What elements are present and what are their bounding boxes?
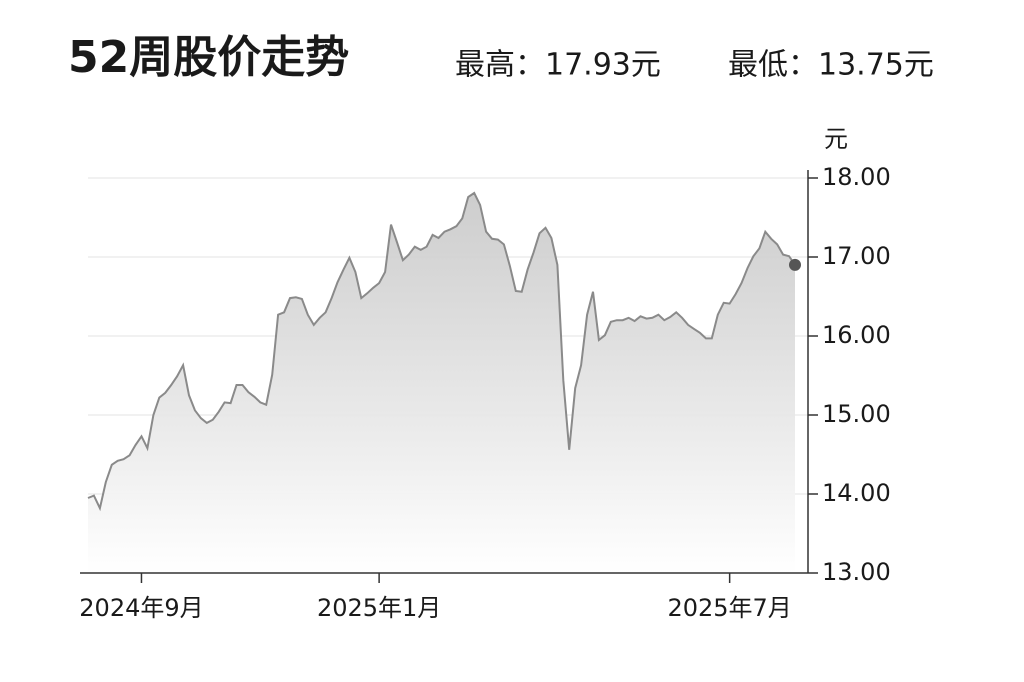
high-label: 最高：17.93元 — [455, 48, 661, 83]
y-unit: 元 — [824, 125, 848, 153]
y-tick-label: 14.00 — [822, 479, 891, 507]
y-tick-label: 15.00 — [822, 400, 891, 428]
x-tick-label: 2025年7月 — [667, 594, 791, 622]
x-tick-label: 2025年1月 — [317, 594, 441, 622]
low-label: 最低：13.75元 — [728, 48, 934, 83]
y-tick-label: 18.00 — [822, 163, 891, 191]
y-tick-label: 17.00 — [822, 242, 891, 270]
y-tick-label: 13.00 — [822, 558, 891, 586]
area-fill — [88, 193, 795, 573]
chart-title: 52周股价走势 — [68, 32, 349, 83]
price-line — [87, 191, 796, 512]
x-tick-label: 2024年9月 — [79, 594, 203, 622]
plot: 13.00 14.00 15.00 16.00 17.00 18.00 2024年9月 202… — [79, 163, 890, 622]
last-point — [789, 258, 801, 271]
y-tick-label: 16.00 — [822, 321, 891, 349]
